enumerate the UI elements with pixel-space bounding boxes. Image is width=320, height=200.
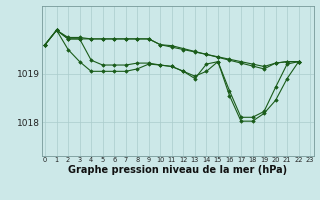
X-axis label: Graphe pression niveau de la mer (hPa): Graphe pression niveau de la mer (hPa) <box>68 165 287 175</box>
